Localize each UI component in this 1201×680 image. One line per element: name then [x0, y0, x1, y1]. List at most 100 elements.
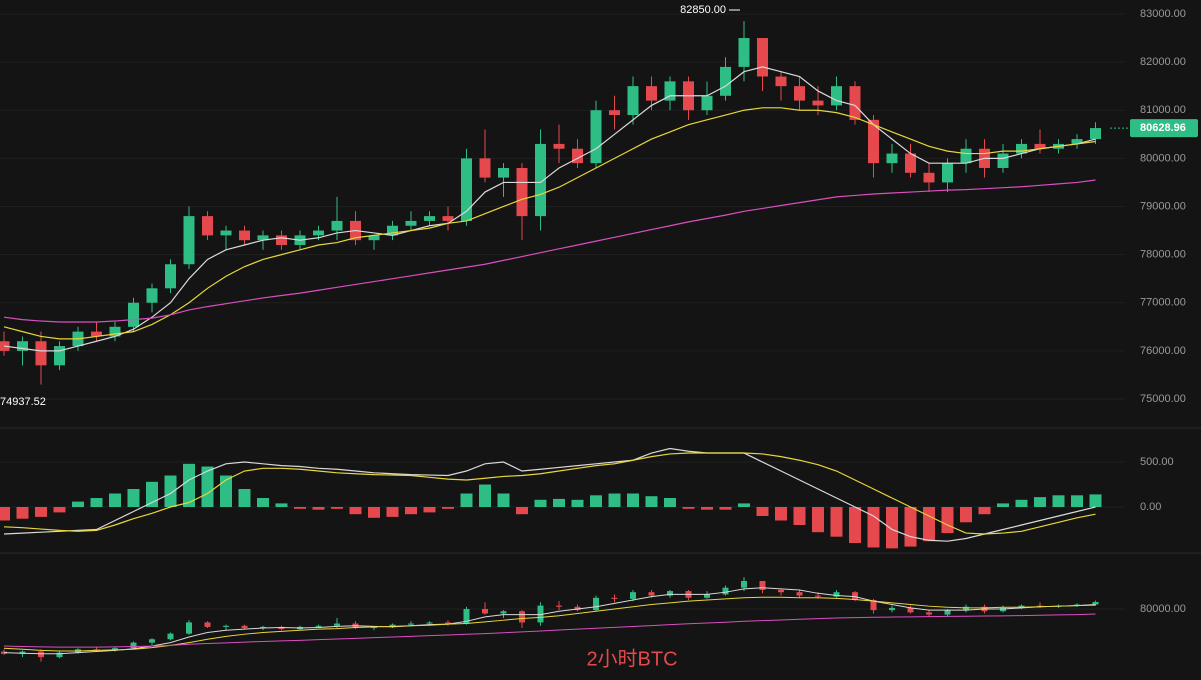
mini-candle-body [574, 606, 581, 611]
histogram-bar [867, 507, 880, 548]
candle-body [516, 167, 528, 217]
price-annotation: 82850.00 [680, 4, 726, 16]
last-price-label: 80628.96 [1140, 122, 1186, 134]
histogram-bar [442, 507, 454, 509]
mini-candle-body [963, 606, 969, 611]
histogram-bar [997, 503, 1009, 508]
y-tick-label: 80000.00 [1140, 152, 1186, 164]
y-tick-label: 77000.00 [1140, 297, 1186, 309]
mini-moving-average [3, 587, 1096, 655]
histogram-bar [571, 499, 584, 508]
candle-body [1016, 143, 1027, 154]
histogram-bar [405, 507, 417, 515]
candle-body [424, 216, 435, 221]
y-tick-label: 78000.00 [1140, 249, 1186, 261]
histogram-bar [53, 507, 66, 513]
mini-candle-body [56, 652, 63, 658]
mini-candle-body [944, 610, 951, 615]
mini-candle-body [38, 651, 44, 658]
candle-body [202, 216, 213, 236]
candle-body [1090, 128, 1101, 140]
candle-body [701, 95, 713, 111]
mini-moving-average [3, 596, 1096, 652]
y-tick-label: 0.00 [1140, 501, 1161, 513]
histogram-bar [608, 493, 621, 508]
histogram-bar [627, 493, 639, 508]
mini-candle-body [611, 597, 618, 599]
candle-body [239, 230, 250, 241]
mini-candle-body [19, 651, 26, 654]
histogram-bar [1071, 495, 1083, 508]
histogram-bar [904, 507, 917, 547]
candle-body [535, 143, 546, 217]
mini-candle-body [186, 622, 192, 634]
mini-candle-body [556, 605, 562, 607]
histogram-bar [275, 503, 288, 508]
mini-candle-body [722, 587, 729, 595]
histogram-bar [201, 466, 214, 508]
y-tick-label: 81000.00 [1140, 104, 1186, 116]
candle-body [498, 167, 509, 178]
mini-candle-body [926, 612, 932, 615]
y-tick-label: 79000.00 [1140, 200, 1186, 212]
mini-candle-body [241, 625, 248, 629]
mini-candle-body [130, 642, 137, 649]
mini-moving-average [3, 613, 1096, 648]
candle-body [17, 341, 28, 351]
histogram-bar [90, 498, 103, 508]
candle-body [664, 81, 676, 101]
macd-line [3, 452, 1096, 535]
histogram-bar [479, 484, 491, 508]
mini-candle-body [500, 611, 507, 614]
histogram-bar [682, 507, 695, 509]
last-price-box [1130, 119, 1198, 138]
histogram-bar [645, 496, 658, 508]
candle-body [1071, 139, 1083, 144]
candle-body [627, 86, 639, 116]
candle-body [572, 148, 583, 164]
histogram-bar [553, 498, 565, 508]
y-tick-label: 80000.00 [1140, 603, 1186, 615]
moving-average [3, 107, 1096, 340]
caption: 2小时BTC [586, 647, 677, 670]
histogram-bar [738, 503, 750, 508]
mini-candle-body [260, 626, 266, 629]
candle-body [368, 235, 380, 241]
mini-candle-body [778, 589, 784, 593]
histogram-bar [701, 507, 713, 510]
candle-body [923, 172, 935, 183]
histogram-bar [849, 507, 861, 543]
histogram-bar [756, 507, 769, 516]
mini-candle-body [870, 600, 877, 611]
histogram-bar [423, 507, 436, 513]
candle-body [387, 225, 398, 236]
histogram-bar [719, 507, 732, 510]
histogram-bar [1089, 494, 1102, 508]
histogram-bar [793, 507, 806, 525]
mini-candle-body [796, 592, 803, 596]
mini-candle-body [389, 624, 396, 627]
histogram-bar [368, 507, 380, 518]
histogram-bar [164, 475, 177, 508]
candle-body [109, 326, 121, 337]
histogram-bar [923, 507, 935, 542]
mini-candle-body [593, 597, 599, 611]
mini-candle-body [741, 580, 747, 588]
candle-body [775, 76, 787, 87]
candle-body [165, 264, 176, 289]
candle-body [1034, 143, 1046, 149]
mini-candle-body [1092, 601, 1099, 605]
histogram-bar [146, 481, 158, 508]
mini-candle-body [852, 592, 858, 601]
mini-candle-body [907, 607, 914, 613]
histogram-bar [294, 507, 306, 509]
histogram-bar [331, 507, 343, 509]
histogram-bar [72, 501, 84, 508]
mini-candle-body [93, 649, 100, 651]
histogram-bar [978, 507, 991, 515]
histogram-bar [534, 499, 547, 508]
histogram-bar [497, 493, 510, 508]
histogram-bar [830, 507, 843, 537]
moving-average [3, 66, 1096, 352]
